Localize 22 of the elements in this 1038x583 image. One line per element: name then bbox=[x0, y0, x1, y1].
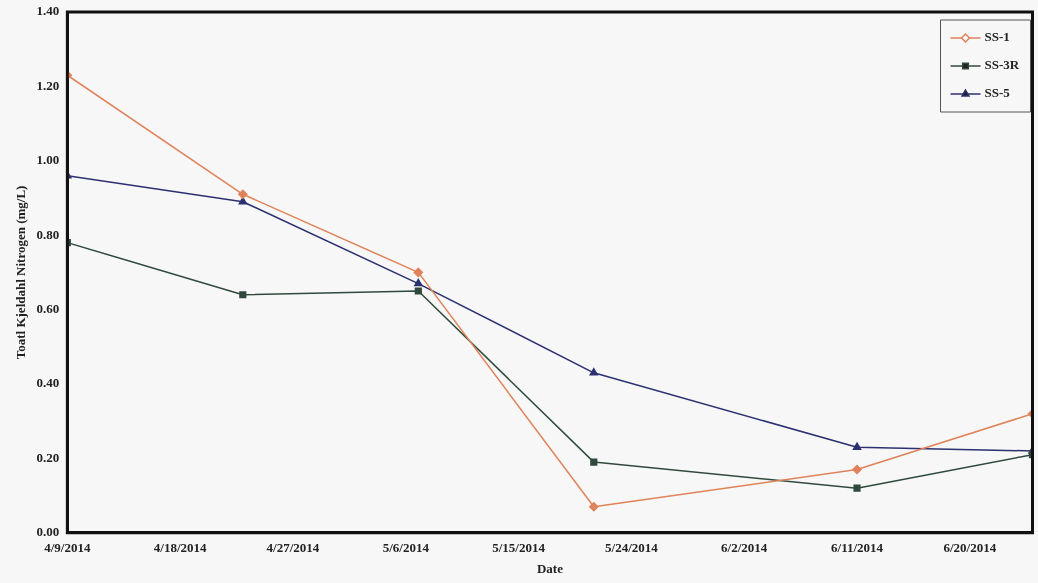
x-tick-label: 5/6/2014 bbox=[382, 539, 430, 555]
x-tick-label: 5/24/2014 bbox=[605, 539, 659, 555]
legend-label: SS-1 bbox=[984, 29, 1010, 45]
x-tick-label: 4/9/2014 bbox=[44, 539, 91, 555]
y-tick-label: 1.00 bbox=[36, 152, 60, 168]
legend-label: SS-5 bbox=[984, 85, 1011, 101]
x-tick-label: 6/2/2014 bbox=[721, 539, 768, 555]
y-tick-label: 0.00 bbox=[36, 524, 60, 540]
x-tick-label: 6/20/2014 bbox=[943, 539, 997, 555]
x-axis-title: Date bbox=[536, 560, 564, 576]
x-tick-label: 4/18/2014 bbox=[153, 539, 208, 555]
legend-label: SS-3R bbox=[984, 57, 1020, 73]
y-axis-title: Toatl Kjeldahl Nitrogen (mg/L) bbox=[13, 185, 29, 360]
x-tick-label: 6/11/2014 bbox=[831, 539, 884, 555]
y-tick-label: 0.80 bbox=[36, 226, 60, 242]
y-tick-label: 0.60 bbox=[36, 300, 60, 316]
y-tick-label: 1.40 bbox=[36, 3, 60, 19]
y-tick-label: 1.20 bbox=[36, 77, 60, 93]
y-tick-label: 0.40 bbox=[36, 375, 60, 391]
x-tick-label: 4/27/2014 bbox=[266, 539, 320, 555]
x-tick-label: 5/15/2014 bbox=[492, 539, 546, 555]
y-tick-label: 0.20 bbox=[36, 449, 60, 465]
